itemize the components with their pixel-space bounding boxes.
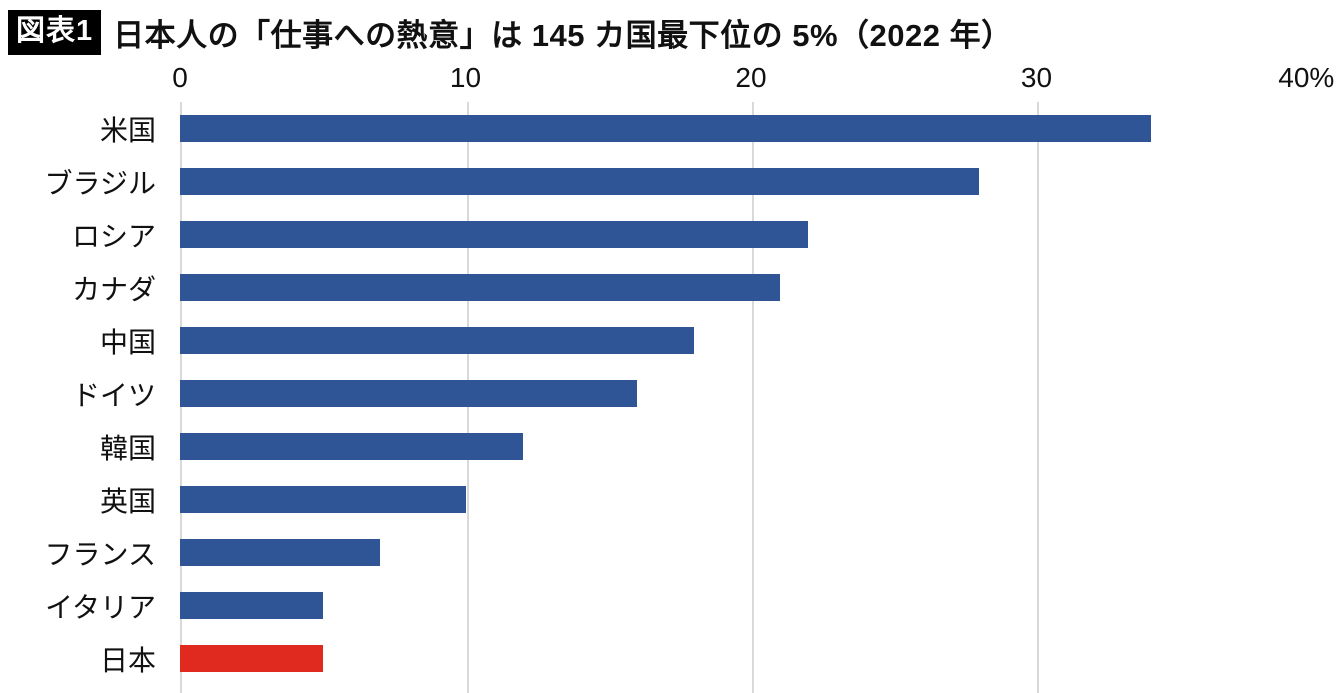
bar-rows: 米国ブラジルロシアカナダ中国ドイツ韓国英国フランスイタリア日本: [8, 102, 1340, 693]
category-label: ブラジル: [44, 167, 156, 199]
bar-row: 日本: [8, 632, 1340, 685]
x-tick-label: 0: [172, 62, 188, 93]
bar-row: ロシア: [8, 208, 1340, 261]
gridline: [752, 102, 754, 693]
bar-area: [180, 579, 1322, 632]
bar-韓国: [180, 433, 523, 460]
bar-日本: [180, 645, 323, 672]
bar-area: [180, 261, 1322, 314]
bar-chart: 0 10 20 30 40% 米国ブラジルロシアカナダ中国ドイツ韓国英国フランスイタリア…: [8, 60, 1340, 693]
chart-title: 日本人の「仕事への熱意」は 145 カ国最下位の 5%（2022 年）: [113, 17, 1013, 53]
figure-badge: 図表1: [8, 9, 102, 55]
bar-area: [180, 473, 1322, 526]
bar-area: [180, 155, 1322, 208]
chart-plot-area: 米国ブラジルロシアカナダ中国ドイツ韓国英国フランスイタリア日本: [8, 102, 1340, 693]
bar-フランス: [180, 539, 380, 566]
category-label: イタリア: [45, 591, 156, 623]
bar-row: カナダ: [8, 261, 1340, 314]
bar-area: [180, 526, 1322, 579]
bar-ブラジル: [180, 168, 980, 195]
bar-カナダ: [180, 274, 780, 301]
bar-ドイツ: [180, 380, 637, 407]
x-axis: 0 10 20 30 40%: [172, 60, 1334, 102]
category-label: 韓国: [99, 432, 156, 464]
bar-area: [180, 367, 1322, 420]
x-tick-label: 10: [449, 62, 482, 93]
bar-row: フランス: [8, 526, 1340, 579]
bar-area: [180, 208, 1322, 261]
bar-ロシア: [180, 221, 809, 248]
category-label: ロシア: [71, 220, 156, 252]
bar-area: [180, 632, 1322, 685]
category-label: 日本: [99, 644, 156, 676]
bar-中国: [180, 327, 694, 354]
bar-row: 韓国: [8, 420, 1340, 473]
chart-title-row: 図表1 日本人の「仕事への熱意」は 145 カ国最下位の 5%（2022 年）: [8, 8, 1340, 56]
bar-イタリア: [180, 592, 323, 619]
bar-area: [180, 102, 1322, 155]
category-label: ドイツ: [71, 379, 156, 411]
bar-row: 英国: [8, 473, 1340, 526]
category-label: フランス: [44, 538, 156, 570]
bar-row: 米国: [8, 102, 1340, 155]
gridline: [1037, 102, 1039, 693]
category-label: 中国: [99, 326, 156, 358]
category-label: 米国: [99, 114, 156, 146]
bar-row: ドイツ: [8, 367, 1340, 420]
bar-row: 中国: [8, 314, 1340, 367]
bar-area: [180, 314, 1322, 367]
category-label: 英国: [99, 485, 156, 517]
bar-row: ブラジル: [8, 155, 1340, 208]
x-tick-label: 20: [735, 62, 767, 93]
bar-area: [180, 420, 1322, 473]
x-tick-label: 30: [1020, 62, 1053, 93]
bar-英国: [180, 486, 466, 513]
bar-row: イタリア: [8, 579, 1340, 632]
bar-米国: [180, 115, 1151, 142]
x-tick-label: 40%: [1278, 62, 1335, 93]
category-label: カナダ: [71, 273, 156, 305]
